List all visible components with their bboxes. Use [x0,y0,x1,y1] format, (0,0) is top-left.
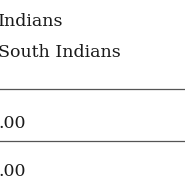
Text: South Indians: South Indians [0,44,121,61]
Text: .00: .00 [0,163,26,180]
Text: Indians: Indians [0,13,64,30]
Text: .00: .00 [0,115,26,132]
